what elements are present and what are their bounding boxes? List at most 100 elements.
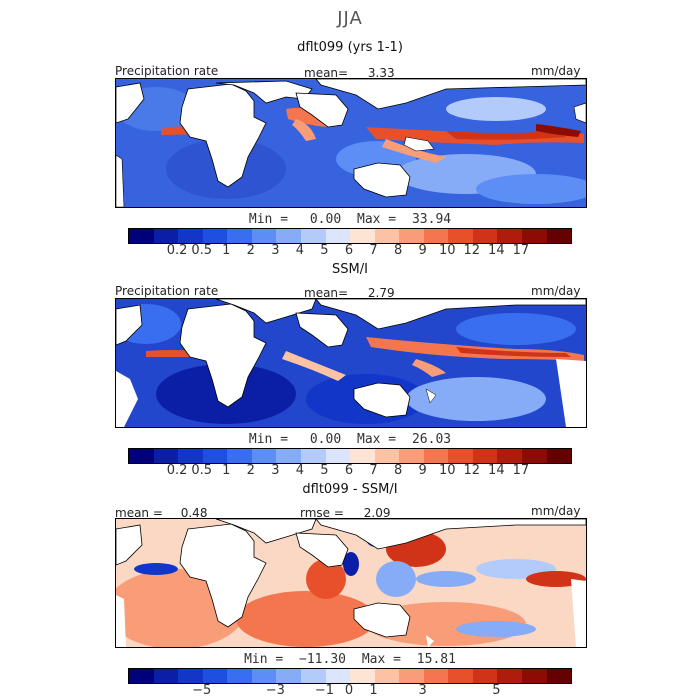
panel3-rmse: rmse = 2.09 bbox=[300, 506, 390, 520]
colorbar-tick-label: 6 bbox=[344, 243, 354, 258]
colorbar-tick-label: 3 bbox=[271, 463, 280, 478]
colorbar-swatch bbox=[129, 669, 154, 683]
colorbar-swatch bbox=[251, 669, 277, 683]
colorbar-tick-label: 9 bbox=[418, 243, 427, 258]
colorbar-swatch bbox=[153, 449, 179, 463]
colorbar-swatch bbox=[374, 669, 400, 683]
colorbar-tick-label: 0.5 bbox=[191, 243, 212, 258]
colorbar-swatch bbox=[472, 449, 498, 463]
colorbar-swatch bbox=[448, 669, 473, 683]
colorbar-tick-label: 9 bbox=[418, 463, 427, 478]
colorbar-tick-label: 2 bbox=[246, 463, 255, 478]
colorbar-swatch bbox=[227, 669, 252, 683]
panel3-min-value: −11.30 bbox=[299, 652, 346, 667]
panel2-max-label: Max = bbox=[357, 432, 397, 447]
colorbar-tick-label: 1 bbox=[369, 683, 378, 698]
panel1-title: dflt099 (yrs 1-1) bbox=[297, 40, 403, 55]
colorbar-tick-label: 17 bbox=[512, 243, 530, 258]
colorbar-tick-label: 7 bbox=[369, 243, 378, 258]
colorbar-tick-label: −5 bbox=[192, 683, 212, 698]
colorbar-swatch bbox=[251, 229, 277, 243]
panel1-mean-value: 3.33 bbox=[367, 66, 395, 80]
panel2-field-label: Precipitation rate bbox=[115, 284, 219, 298]
colorbar-swatch bbox=[522, 669, 547, 683]
panel3-colorbar-ticks: −5 −3 −1 0 1 3 5 bbox=[128, 683, 570, 699]
panel3-mean-label: mean = bbox=[115, 506, 163, 520]
colorbar-tick-label: 17 bbox=[512, 463, 530, 478]
panel2-title: SSM/I bbox=[332, 262, 368, 277]
panel1-mean-label: mean= bbox=[304, 66, 349, 80]
colorbar-swatch bbox=[129, 229, 154, 243]
colorbar-swatch bbox=[374, 449, 400, 463]
colorbar-tick-label: −1 bbox=[314, 683, 335, 698]
colorbar-swatch bbox=[399, 449, 424, 463]
colorbar-swatch bbox=[227, 229, 252, 243]
colorbar-swatch bbox=[276, 669, 301, 683]
panel1-min-value: 0.00 bbox=[309, 212, 342, 227]
colorbar-tick-label: 6 bbox=[344, 463, 354, 478]
colorbar-swatch bbox=[153, 669, 179, 683]
colorbar-tick-label: 1 bbox=[222, 463, 231, 478]
colorbar-tick-label: 5 bbox=[320, 463, 329, 478]
colorbar-swatch bbox=[374, 229, 400, 243]
colorbar-swatch bbox=[497, 449, 522, 463]
panel3-title: dflt099 - SSM/I bbox=[302, 482, 398, 497]
colorbar-tick-label: 3 bbox=[271, 243, 280, 258]
panel2-colorbar bbox=[128, 448, 572, 464]
colorbar-swatch bbox=[472, 669, 498, 683]
colorbar-swatch bbox=[350, 669, 375, 683]
panel1-units: mm/day bbox=[531, 64, 581, 78]
colorbar-tick-label: 0.2 bbox=[166, 243, 188, 258]
colorbar-tick-label: 0 bbox=[344, 683, 354, 698]
panel3-rmse-label: rmse = bbox=[300, 506, 344, 520]
panel2-mean-label: mean= bbox=[304, 286, 349, 300]
colorbar-swatch bbox=[350, 449, 375, 463]
colorbar-tick-label: 3 bbox=[418, 683, 427, 698]
panel3-colorbar bbox=[128, 668, 572, 684]
panel2-map bbox=[115, 298, 587, 428]
colorbar-swatch bbox=[497, 229, 522, 243]
panel1-max-label: Max = bbox=[357, 212, 397, 227]
colorbar-swatch bbox=[178, 229, 203, 243]
panel3-map bbox=[115, 518, 587, 648]
panel3-min-label: Min = bbox=[244, 652, 284, 667]
panel1-colorbar bbox=[128, 228, 572, 244]
colorbar-tick-label: −3 bbox=[265, 683, 285, 698]
colorbar-tick-label: 0.2 bbox=[166, 463, 188, 478]
panel1-max-value: 33.94 bbox=[411, 212, 452, 227]
colorbar-swatch bbox=[546, 229, 572, 243]
colorbar-swatch bbox=[448, 229, 473, 243]
colorbar-swatch bbox=[325, 449, 351, 463]
panel1-map bbox=[115, 78, 587, 208]
colorbar-swatch bbox=[522, 449, 547, 463]
colorbar-swatch bbox=[300, 229, 326, 243]
colorbar-tick-label: 8 bbox=[393, 243, 403, 258]
figure-title: JJA bbox=[337, 8, 363, 29]
colorbar-tick-label: 7 bbox=[369, 463, 378, 478]
colorbar-tick-label: 2 bbox=[246, 243, 255, 258]
colorbar-tick-label: 0.5 bbox=[191, 463, 212, 478]
panel3-minmax: Min = −11.30 Max = 15.81 bbox=[0, 652, 700, 667]
panel2-min-value: 0.00 bbox=[309, 432, 342, 447]
colorbar-swatch bbox=[546, 669, 572, 683]
colorbar-tick-label: 12 bbox=[463, 243, 481, 258]
colorbar-tick-label: 14 bbox=[488, 243, 505, 258]
panel2-units: mm/day bbox=[531, 284, 581, 298]
colorbar-swatch bbox=[202, 669, 228, 683]
colorbar-swatch bbox=[300, 449, 326, 463]
colorbar-tick-label: 5 bbox=[320, 243, 329, 258]
colorbar-swatch bbox=[423, 669, 449, 683]
panel3-mean-value: 0.48 bbox=[180, 506, 208, 520]
panel3-rmse-value: 2.09 bbox=[363, 506, 391, 520]
colorbar-tick-label: 8 bbox=[393, 463, 403, 478]
colorbar-swatch bbox=[202, 229, 228, 243]
colorbar-tick-label: 4 bbox=[295, 463, 305, 478]
colorbar-swatch bbox=[546, 449, 572, 463]
panel2-minmax: Min = 0.00 Max = 26.03 bbox=[0, 432, 700, 447]
colorbar-swatch bbox=[399, 669, 424, 683]
colorbar-swatch bbox=[178, 669, 203, 683]
colorbar-swatch bbox=[399, 229, 424, 243]
colorbar-swatch bbox=[202, 449, 228, 463]
colorbar-swatch bbox=[153, 229, 179, 243]
panel2-colorbar-ticks: 0.2 0.5 1 2 3 4 5 6 7 8 9 10 12 14 17 bbox=[128, 463, 570, 479]
